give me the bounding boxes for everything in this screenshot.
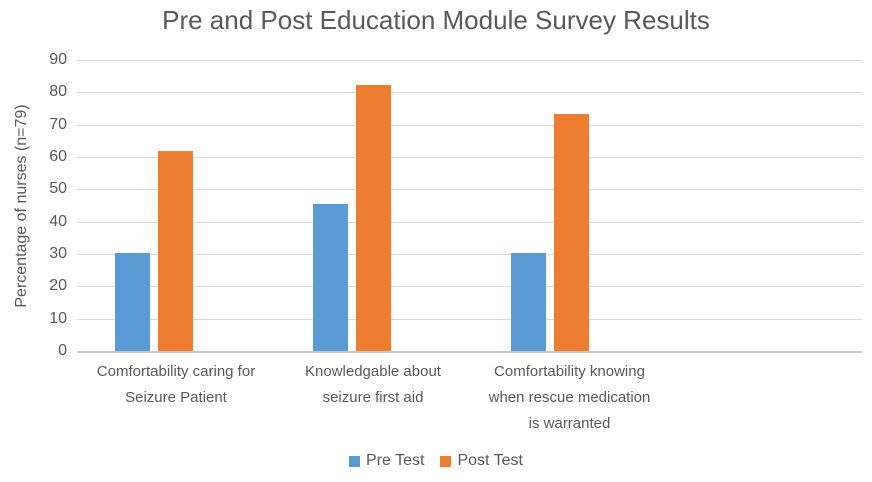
bar-post-test-category-1 — [356, 84, 391, 351]
x-category-label-2: Comfortability knowing when rescue medic… — [488, 363, 651, 432]
gridline-20 — [77, 286, 862, 288]
legend-swatch-pre-test — [349, 455, 361, 467]
legend-item-pre-test: Pre Test — [349, 452, 424, 470]
plot-area — [77, 60, 862, 351]
gridline-90 — [77, 60, 862, 61]
gridline-10 — [77, 318, 862, 320]
legend-label-post-test: Post Test — [457, 452, 523, 469]
legend-label-pre-test: Pre Test — [366, 452, 425, 469]
gridline-70 — [77, 124, 862, 126]
gridline-40 — [77, 221, 862, 223]
bar-post-test-category-2 — [554, 113, 589, 351]
gridline-80 — [77, 92, 862, 94]
bar-pre-test-category-0 — [114, 252, 150, 351]
legend-item-post-test: Post Test — [440, 452, 523, 470]
bar-pre-test-category-1 — [312, 203, 348, 351]
gridline-50 — [77, 189, 862, 191]
bar-post-test-category-0 — [158, 150, 193, 351]
x-axis-line — [77, 351, 862, 353]
gridline-60 — [77, 157, 862, 158]
y-axis-title: Percentage of nurses (n=79) — [13, 104, 30, 308]
legend-swatch-post-test — [440, 455, 452, 467]
x-category-label-0: Comfortability caring for Seizure Patien… — [96, 363, 256, 406]
x-category-label-1: Knowledgable about seizure first aid — [305, 363, 441, 406]
gridline-30 — [77, 254, 862, 255]
bar-pre-test-category-2 — [510, 252, 546, 351]
legend: Pre Test Post Test — [0, 452, 872, 470]
chart-title: Pre and Post Education Module Survey Res… — [162, 5, 710, 35]
